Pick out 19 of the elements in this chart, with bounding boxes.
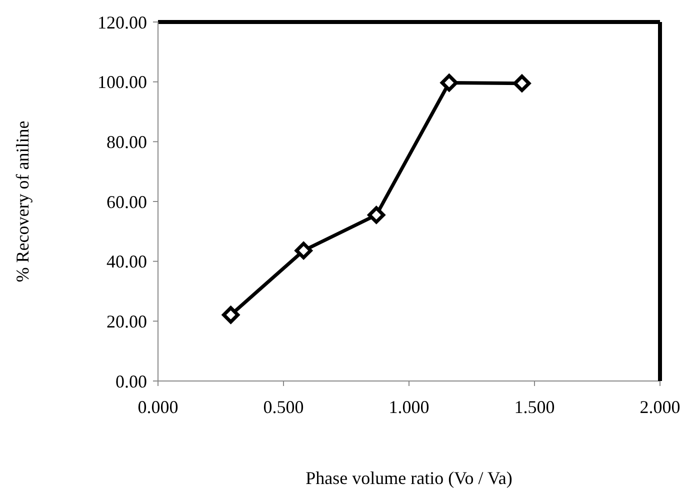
y-tick-label: 40.00: [106, 252, 147, 272]
point: [294, 242, 312, 260]
point: [440, 74, 458, 92]
x-tick-label: 0.000: [138, 396, 178, 417]
y-tick-label: 100.00: [98, 72, 147, 92]
x-axis-title: Phase volume ratio (Vo / Va): [306, 468, 512, 488]
y-tick-label: 0.00: [116, 371, 147, 392]
point: [513, 74, 531, 92]
y-tick-label: 80.00: [106, 132, 147, 152]
x-tick-label: 2.000: [640, 396, 680, 417]
x-tick-label: 1.500: [514, 396, 555, 417]
x-tick-label: 1.000: [388, 396, 430, 417]
y-axis-title: % Recovery of aniline: [12, 120, 32, 282]
point: [368, 206, 386, 224]
y-tick-label: 60.00: [106, 192, 147, 212]
y-tick-label: 20.00: [106, 312, 147, 332]
y-tick-label: 120.00: [98, 12, 147, 32]
point: [222, 306, 240, 324]
x-tick-label: 0.500: [263, 396, 304, 417]
